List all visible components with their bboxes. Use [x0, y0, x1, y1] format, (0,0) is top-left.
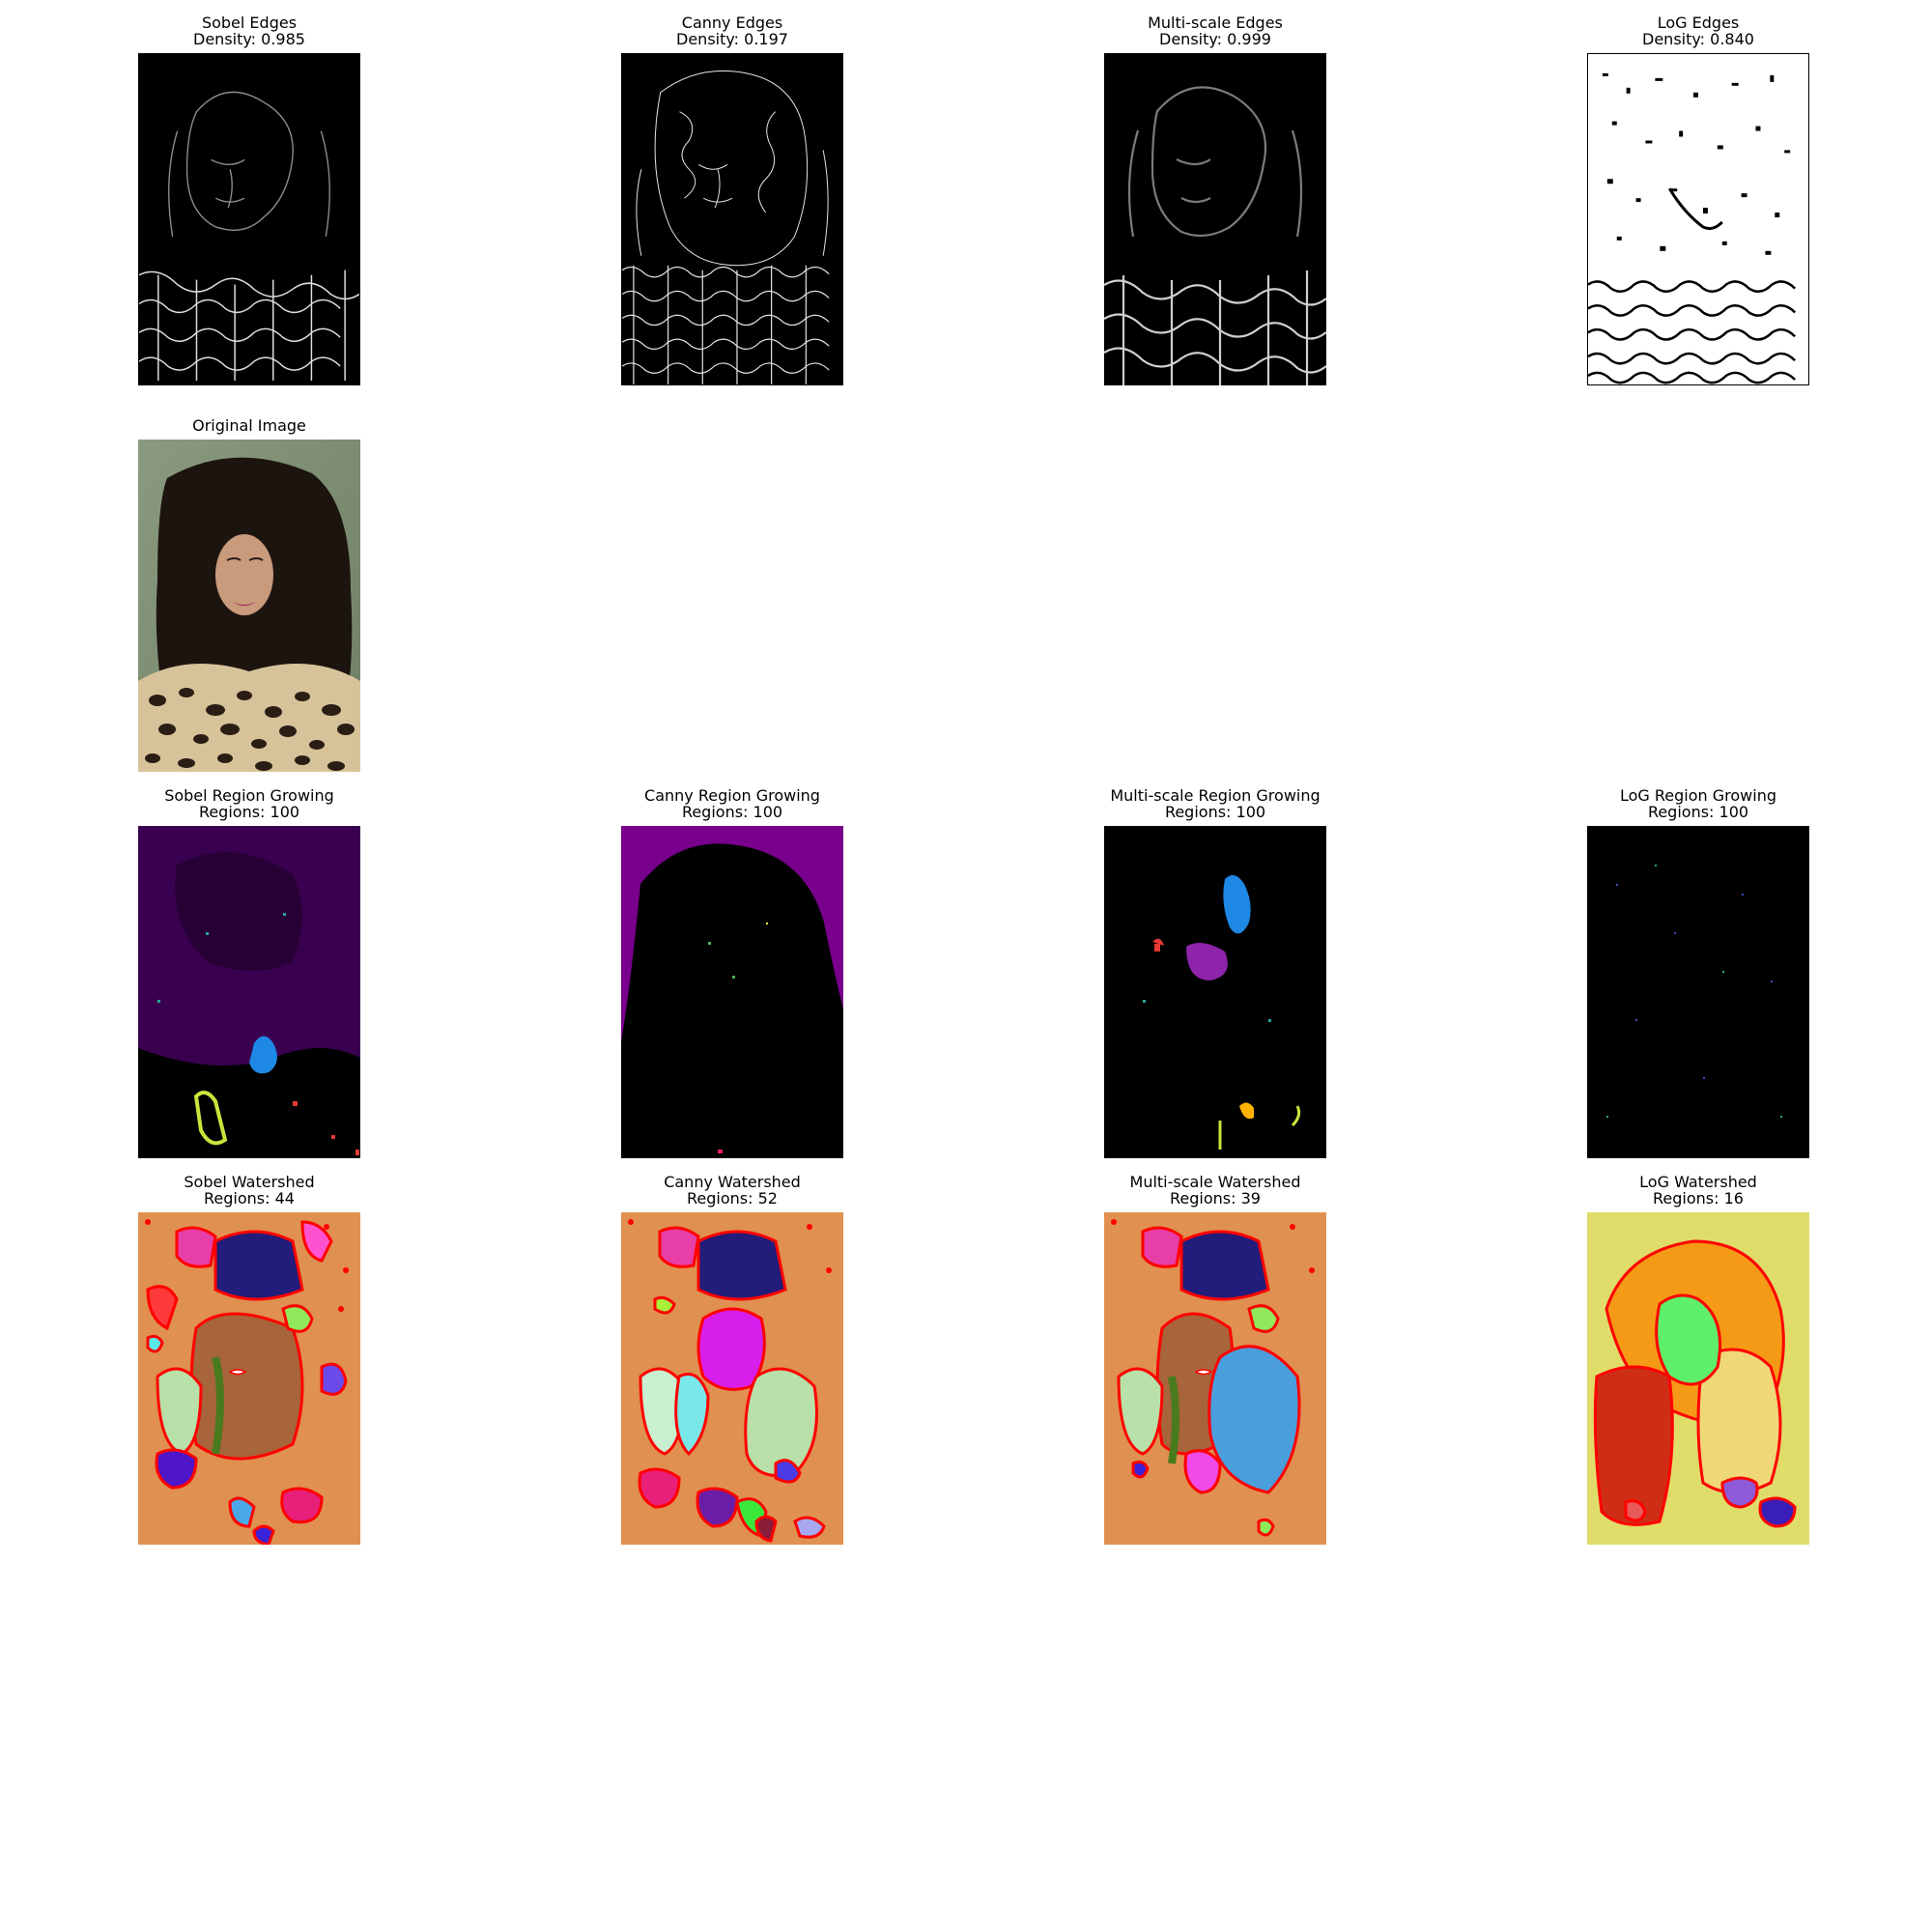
panel-title-stat: Density: 0.999 — [1159, 30, 1271, 48]
log-region-growing-image — [1587, 826, 1809, 1158]
panel-title-name: Sobel Region Growing — [164, 786, 334, 805]
panel-title: Multi-scale Region Growing Regions: 100 — [1046, 787, 1384, 820]
panel-title: Multi-scale Watershed Regions: 39 — [1046, 1174, 1384, 1207]
panel-title-stat: Density: 0.197 — [676, 30, 788, 48]
panel-title-stat: Density: 0.985 — [193, 30, 305, 48]
panel-title: LoG Edges Density: 0.840 — [1529, 14, 1867, 47]
panel-title-name: LoG Edges — [1657, 14, 1740, 32]
panel-title: Sobel Region Growing Regions: 100 — [80, 787, 418, 820]
panel-title-name: Multi-scale Region Growing — [1110, 786, 1321, 805]
sobel-region-growing-image — [138, 826, 360, 1158]
panel-title-name: LoG Watershed — [1639, 1173, 1757, 1191]
panel-title: Canny Watershed Regions: 52 — [563, 1174, 901, 1207]
panel-title: Canny Edges Density: 0.197 — [563, 14, 901, 47]
multiscale-watershed-image — [1104, 1212, 1326, 1545]
panel-title-name: Original Image — [192, 416, 306, 435]
panel-title-name: Canny Edges — [681, 14, 783, 32]
panel-title: Sobel Watershed Regions: 44 — [80, 1174, 418, 1207]
panel-title-name: Canny Watershed — [664, 1173, 801, 1191]
panel-title-name: Canny Region Growing — [644, 786, 820, 805]
multiscale-edges-image — [1104, 53, 1326, 385]
panel-title-stat: Regions: 52 — [687, 1189, 778, 1208]
panel-title-stat: Regions: 100 — [1164, 803, 1266, 821]
panel-title-stat: Regions: 100 — [1647, 803, 1749, 821]
panel-title-name: Multi-scale Watershed — [1129, 1173, 1301, 1191]
panel-title: Canny Region Growing Regions: 100 — [563, 787, 901, 820]
panel-title-name: Sobel Edges — [201, 14, 298, 32]
panel-title-stat: Density: 0.840 — [1642, 30, 1754, 48]
panel-title: Multi-scale Edges Density: 0.999 — [1046, 14, 1384, 47]
sobel-watershed-image — [138, 1212, 360, 1545]
panel-title-stat: Regions: 100 — [681, 803, 783, 821]
sobel-edges-image — [138, 53, 360, 385]
panel-title-stat: Regions: 39 — [1170, 1189, 1261, 1208]
panel-title-name: Multi-scale Edges — [1148, 14, 1283, 32]
panel-title: Sobel Edges Density: 0.985 — [80, 14, 418, 47]
panel-title-stat: Regions: 100 — [198, 803, 300, 821]
panel-title-name: LoG Region Growing — [1619, 786, 1776, 805]
canny-region-growing-image — [621, 826, 843, 1158]
canny-watershed-image — [621, 1212, 843, 1545]
panel-title: LoG Region Growing Regions: 100 — [1529, 787, 1867, 820]
log-edges-image — [1587, 53, 1809, 385]
panel-title-stat: Regions: 44 — [204, 1189, 295, 1208]
panel-title-stat: Regions: 16 — [1653, 1189, 1744, 1208]
original-photo — [138, 440, 360, 772]
canny-edges-image — [621, 53, 843, 385]
multiscale-region-growing-image — [1104, 826, 1326, 1158]
panel-title: LoG Watershed Regions: 16 — [1529, 1174, 1867, 1207]
log-watershed-image — [1587, 1212, 1809, 1545]
panel-title: Original Image — [80, 417, 418, 434]
panel-title-name: Sobel Watershed — [184, 1173, 315, 1191]
